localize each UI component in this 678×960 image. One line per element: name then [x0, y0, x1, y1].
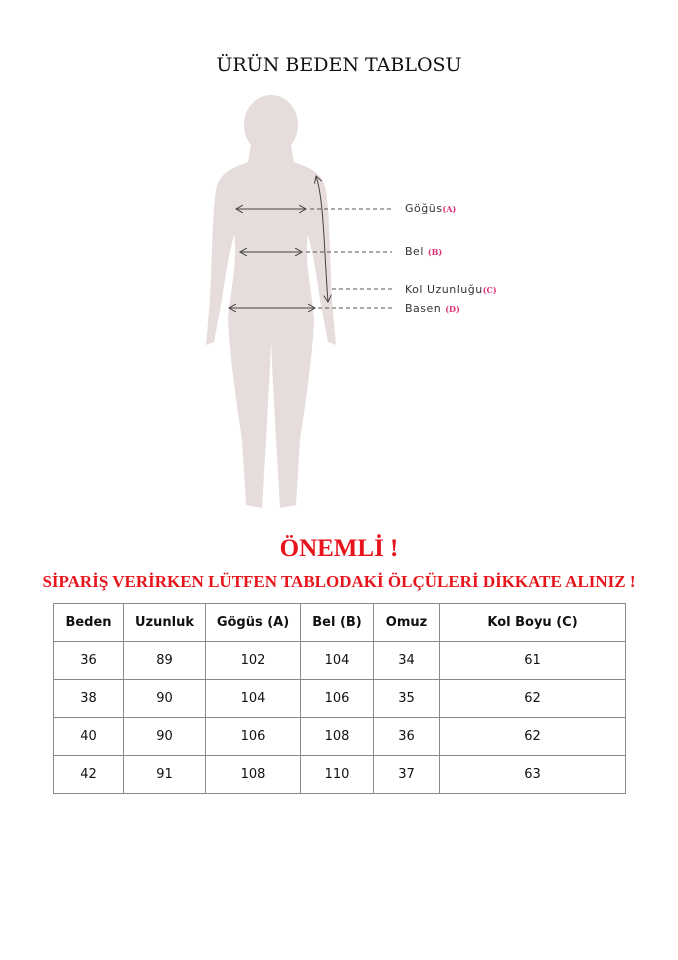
- table-cell: 106: [300, 679, 374, 718]
- page-title: ÜRÜN BEDEN TABLOSU: [216, 54, 462, 76]
- table-row: 42 91 108 110 37 63: [53, 755, 626, 794]
- table-cell: 104: [300, 641, 374, 680]
- header-cell: Beden: [53, 603, 124, 642]
- sleeve-label: Kol Uzunluğu(C): [405, 283, 497, 296]
- important-heading: ÖNEMLİ !: [279, 535, 399, 562]
- table-cell: 34: [373, 641, 440, 680]
- table-cell: 36: [53, 641, 124, 680]
- waist-label: Bel (B): [405, 245, 443, 258]
- table-cell: 110: [300, 755, 374, 794]
- table-cell: 40: [53, 717, 124, 756]
- body-measurement-figure: [206, 95, 392, 508]
- table-cell: 62: [439, 717, 626, 756]
- header-cell: Gögüs (A): [205, 603, 301, 642]
- table-cell: 102: [205, 641, 301, 680]
- table-header-row: Beden Uzunluk Gögüs (A) Bel (B) Omuz Kol…: [53, 603, 626, 642]
- table-row: 38 90 104 106 35 62: [53, 679, 626, 718]
- table-cell: 91: [123, 755, 206, 794]
- table-cell: 108: [300, 717, 374, 756]
- header-cell: Uzunluk: [123, 603, 206, 642]
- table-cell: 62: [439, 679, 626, 718]
- female-silhouette: [206, 95, 336, 508]
- table-cell: 36: [373, 717, 440, 756]
- hip-label: Basen (D): [405, 302, 460, 315]
- chest-label: Göğüs(A): [405, 202, 457, 215]
- table-cell: 104: [205, 679, 301, 718]
- table-cell: 42: [53, 755, 124, 794]
- table-row: 36 89 102 104 34 61: [53, 641, 626, 680]
- table-cell: 90: [123, 679, 206, 718]
- warning-message: SİPARİŞ VERİRKEN LÜTFEN TABLODAKİ ÖLÇÜLE…: [42, 572, 636, 591]
- table-cell: 106: [205, 717, 301, 756]
- sleeve-arrow: [316, 176, 328, 302]
- table-cell: 35: [373, 679, 440, 718]
- header-cell: Bel (B): [300, 603, 374, 642]
- table-cell: 63: [439, 755, 626, 794]
- table-cell: 89: [123, 641, 206, 680]
- table-cell: 38: [53, 679, 124, 718]
- table-cell: 90: [123, 717, 206, 756]
- table-row: 40 90 106 108 36 62: [53, 717, 626, 756]
- table-cell: 61: [439, 641, 626, 680]
- table-cell: 37: [373, 755, 440, 794]
- size-table: Beden Uzunluk Gögüs (A) Bel (B) Omuz Kol…: [53, 603, 626, 794]
- header-cell: Kol Boyu (C): [439, 603, 626, 642]
- table-cell: 108: [205, 755, 301, 794]
- header-cell: Omuz: [373, 603, 440, 642]
